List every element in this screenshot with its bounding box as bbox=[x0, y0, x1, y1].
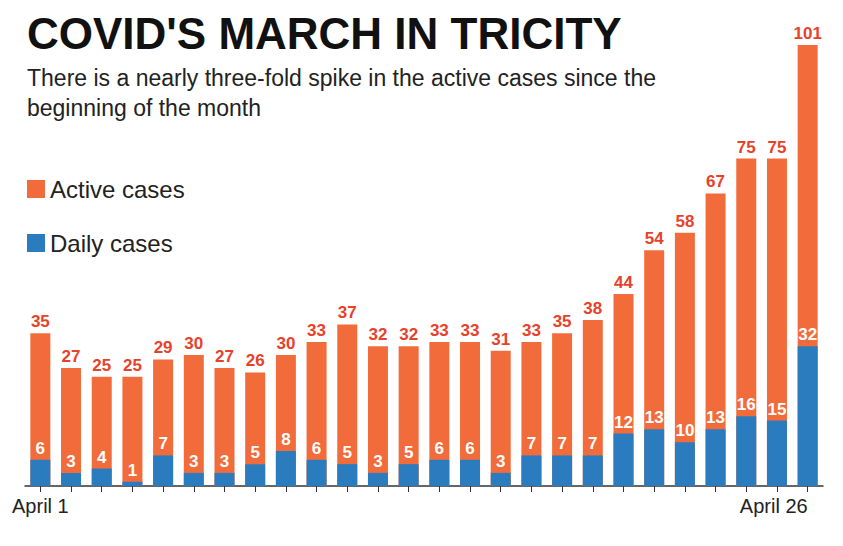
svg-text:12: 12 bbox=[614, 413, 633, 432]
svg-text:COVID'S MARCH IN TRICITY: COVID'S MARCH IN TRICITY bbox=[27, 9, 622, 58]
svg-text:5: 5 bbox=[343, 443, 352, 462]
svg-text:7: 7 bbox=[527, 434, 536, 453]
svg-text:1: 1 bbox=[128, 461, 137, 480]
svg-text:25: 25 bbox=[123, 356, 142, 375]
svg-text:3: 3 bbox=[220, 452, 229, 471]
svg-text:6: 6 bbox=[312, 439, 321, 458]
svg-text:Active cases: Active cases bbox=[50, 176, 185, 203]
svg-text:75: 75 bbox=[737, 138, 756, 157]
svg-text:3: 3 bbox=[373, 452, 382, 471]
svg-text:58: 58 bbox=[675, 212, 694, 231]
svg-text:67: 67 bbox=[706, 172, 725, 191]
svg-text:4: 4 bbox=[97, 448, 107, 467]
svg-text:Daily cases: Daily cases bbox=[50, 230, 173, 257]
svg-text:10: 10 bbox=[675, 421, 694, 440]
svg-text:101: 101 bbox=[793, 24, 821, 43]
svg-text:16: 16 bbox=[737, 395, 756, 414]
svg-text:29: 29 bbox=[154, 338, 173, 357]
svg-text:7: 7 bbox=[557, 434, 566, 453]
svg-text:30: 30 bbox=[276, 334, 295, 353]
svg-text:There is a nearly three-fold s: There is a nearly three-fold spike in th… bbox=[27, 65, 662, 91]
svg-text:27: 27 bbox=[62, 347, 81, 366]
svg-text:38: 38 bbox=[583, 299, 602, 318]
svg-text:7: 7 bbox=[158, 434, 167, 453]
svg-text:31: 31 bbox=[491, 330, 510, 349]
svg-text:6: 6 bbox=[36, 439, 45, 458]
svg-text:April 1: April 1 bbox=[12, 495, 69, 517]
svg-text:6: 6 bbox=[435, 439, 444, 458]
svg-text:25: 25 bbox=[92, 356, 111, 375]
svg-text:54: 54 bbox=[645, 229, 664, 248]
svg-text:6: 6 bbox=[465, 439, 474, 458]
svg-text:13: 13 bbox=[706, 408, 725, 427]
svg-text:30: 30 bbox=[184, 334, 203, 353]
svg-text:13: 13 bbox=[645, 408, 664, 427]
svg-text:beginning of the month: beginning of the month bbox=[27, 95, 261, 121]
svg-text:8: 8 bbox=[281, 430, 290, 449]
svg-text:April 26: April 26 bbox=[740, 495, 808, 517]
svg-text:33: 33 bbox=[307, 321, 326, 340]
svg-text:32: 32 bbox=[798, 325, 817, 344]
svg-text:5: 5 bbox=[250, 443, 259, 462]
svg-text:3: 3 bbox=[189, 452, 198, 471]
svg-text:33: 33 bbox=[430, 321, 449, 340]
svg-text:37: 37 bbox=[338, 303, 357, 322]
svg-text:7: 7 bbox=[588, 434, 597, 453]
svg-text:33: 33 bbox=[522, 321, 541, 340]
svg-text:33: 33 bbox=[461, 321, 480, 340]
svg-text:75: 75 bbox=[768, 138, 787, 157]
svg-text:35: 35 bbox=[553, 312, 572, 331]
svg-text:35: 35 bbox=[31, 312, 50, 331]
svg-text:44: 44 bbox=[614, 273, 633, 292]
svg-text:3: 3 bbox=[66, 452, 75, 471]
svg-text:26: 26 bbox=[246, 351, 265, 370]
svg-text:15: 15 bbox=[768, 400, 787, 419]
svg-text:32: 32 bbox=[399, 325, 418, 344]
svg-text:3: 3 bbox=[496, 452, 505, 471]
svg-text:27: 27 bbox=[215, 347, 234, 366]
svg-text:5: 5 bbox=[404, 443, 413, 462]
svg-text:32: 32 bbox=[369, 325, 388, 344]
